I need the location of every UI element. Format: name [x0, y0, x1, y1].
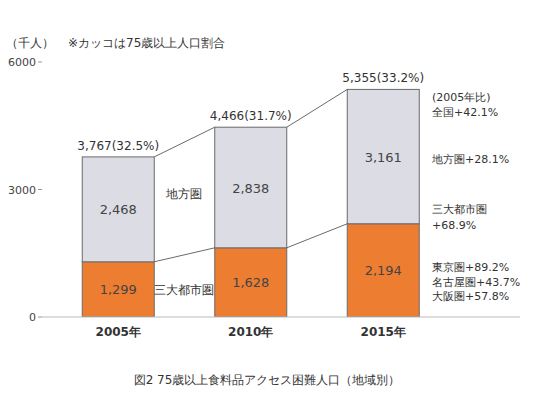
x-axis: [42, 317, 520, 318]
y-tick-label: 3000: [8, 184, 36, 197]
chart: （千人） ※カッコは75歳以上人口割合 0 3000 6000 1,299 1,628 2,1…: [0, 0, 534, 395]
bar: [347, 89, 419, 223]
y-axis-label: （千人）: [6, 36, 54, 50]
connector-line: [287, 89, 348, 127]
data-label: 1,299: [100, 282, 137, 297]
data-label: 2,838: [232, 181, 269, 196]
annotation: 三大都市圏: [432, 203, 487, 216]
data-label: 2,468: [100, 202, 137, 217]
connectors: [154, 89, 347, 261]
y-tick-label: 6000: [8, 56, 36, 69]
total-label: 4,466(31.7%): [210, 109, 292, 123]
data-label: 3,161: [365, 150, 402, 165]
annotation: 地方圏+28.1%: [431, 153, 509, 166]
annotation: (2005年比): [432, 91, 491, 104]
y-tick: [38, 62, 42, 63]
y-tick: [38, 317, 42, 318]
annotation: +68.9%: [432, 219, 476, 232]
total-label: 5,355(33.2%): [342, 71, 424, 85]
data-label: 1,628: [232, 275, 269, 290]
annotation: 大阪圏+57.8%: [432, 290, 509, 303]
bar: [347, 224, 419, 317]
series-label: 三大都市圏: [154, 283, 214, 297]
y-tick-label: 0: [29, 311, 36, 324]
data-label: 2,194: [365, 263, 402, 278]
note: ※カッコは75歳以上人口割合: [68, 36, 225, 50]
x-tick-label: 2005年: [96, 325, 141, 339]
bar: [82, 262, 154, 317]
x-tick-label: 2010年: [228, 325, 273, 339]
bar: [215, 127, 287, 248]
bar: [215, 248, 287, 317]
series-label: 地方圏: [165, 187, 202, 201]
annotation: 東京圏+89.2%: [432, 261, 509, 274]
bar: [82, 157, 154, 262]
annotation: 全国+42.1%: [432, 106, 498, 119]
y-tick: [38, 189, 42, 190]
bars: [82, 89, 419, 317]
connector-line: [287, 224, 348, 248]
annotation: 名古屋圏+43.7%: [432, 276, 520, 289]
total-label: 3,767(32.5%): [77, 139, 159, 153]
connector-line: [154, 248, 215, 262]
x-tick-label: 2015年: [361, 325, 406, 339]
title: 図2 75歳以上食料品アクセス困難人口（地域別）: [134, 373, 401, 387]
connector-line: [154, 127, 215, 157]
